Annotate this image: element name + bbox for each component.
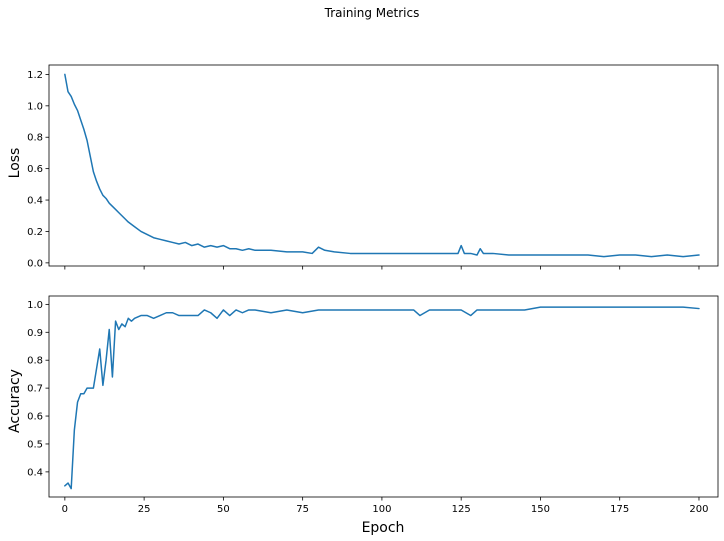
y-tick-label: 0.4 bbox=[27, 467, 43, 478]
y-tick-label: 0.8 bbox=[27, 356, 43, 367]
chart-title: Training Metrics bbox=[324, 6, 420, 20]
y-tick-label: 0.7 bbox=[27, 384, 43, 395]
x-tick-label: 175 bbox=[610, 504, 629, 515]
y-tick-label: 0.8 bbox=[27, 133, 43, 144]
x-tick-label: 75 bbox=[296, 504, 309, 515]
x-tick-label: 0 bbox=[62, 504, 68, 515]
loss-panel: Loss 0.0 0.2 0.4 0.6 0.8 1.0 1.2 bbox=[7, 64, 719, 270]
accuracy-series-line bbox=[64, 306, 700, 490]
loss-plot-frame bbox=[48, 64, 719, 267]
y-tick-label: 0.0 bbox=[27, 258, 43, 269]
epoch-axis-label: Epoch bbox=[362, 520, 405, 536]
y-tick-label: 0.6 bbox=[27, 412, 43, 423]
y-tick-label: 0.6 bbox=[27, 164, 43, 175]
y-tick-label: 0.5 bbox=[27, 439, 43, 450]
y-tick-label: 1.0 bbox=[27, 101, 43, 112]
y-tick-label: 1.0 bbox=[27, 300, 43, 311]
loss-series-line bbox=[64, 73, 700, 258]
accuracy-axis-label: Accuracy bbox=[7, 369, 23, 433]
accuracy-plot-frame bbox=[48, 295, 719, 498]
loss-axis-label: Loss bbox=[7, 148, 23, 179]
x-tick-label: 150 bbox=[531, 504, 550, 515]
y-tick-label: 0.2 bbox=[27, 227, 43, 238]
y-tick-label: 0.4 bbox=[27, 196, 43, 207]
y-tick-label: 0.9 bbox=[27, 328, 43, 339]
x-tick-label: 200 bbox=[689, 504, 708, 515]
accuracy-panel: Accuracy 0.4 0.5 0.6 0.7 0.8 0.9 1.0 0 25 50 75 100… bbox=[7, 295, 719, 515]
x-tick-label: 100 bbox=[372, 504, 391, 515]
x-tick-label: 25 bbox=[138, 504, 151, 515]
y-tick-label: 1.2 bbox=[27, 70, 43, 81]
x-tick-label: 50 bbox=[217, 504, 230, 515]
x-tick-label: 125 bbox=[452, 504, 471, 515]
